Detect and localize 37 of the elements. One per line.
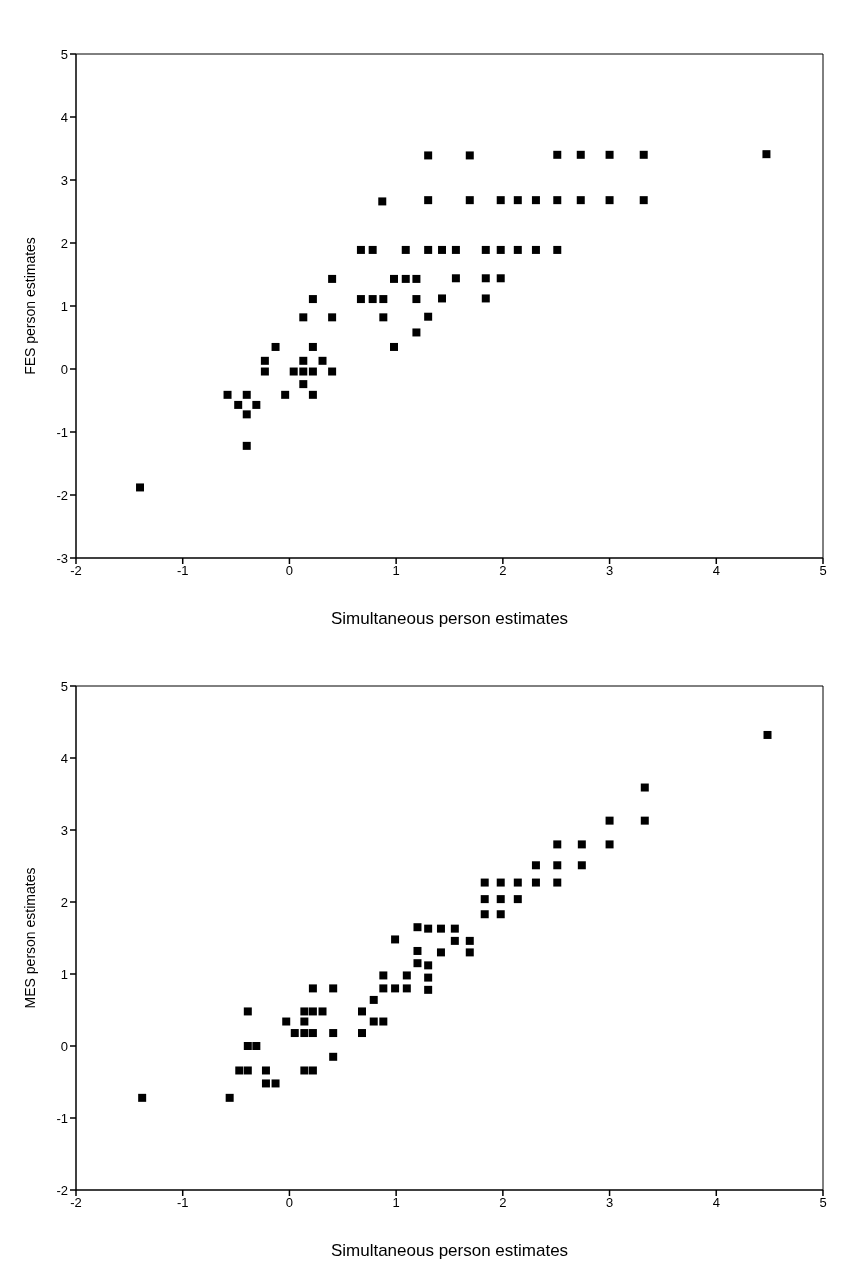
y-tick-label: -3 xyxy=(56,550,68,566)
y-tick-label: 1 xyxy=(60,966,68,982)
x-tick-label: 3 xyxy=(605,563,614,579)
y-tick-label: 2 xyxy=(60,235,68,251)
y-tick-label: 1 xyxy=(60,298,68,314)
y-tick-label: -2 xyxy=(56,1182,68,1198)
y-tick-label: 0 xyxy=(60,361,68,377)
y-tick-label: 4 xyxy=(60,750,68,766)
y-tick-label: 3 xyxy=(60,172,68,188)
x-tick-label: -2 xyxy=(70,563,82,579)
y-tick-label: -1 xyxy=(56,424,68,440)
x-axis-title: Simultaneous person estimates xyxy=(330,1241,569,1260)
y-tick-label: 5 xyxy=(60,46,68,62)
y-tick-label: 0 xyxy=(60,1038,68,1054)
y-tick-label: 3 xyxy=(60,822,68,838)
x-tick-label: 5 xyxy=(819,1195,827,1211)
x-tick-label: 1 xyxy=(392,563,400,579)
y-tick-label: 5 xyxy=(60,678,68,694)
x-tick-label: -1 xyxy=(176,1195,189,1211)
x-tick-label: 2 xyxy=(499,1195,507,1211)
y-tick-label: 2 xyxy=(60,894,68,910)
x-tick-label: -2 xyxy=(70,1195,82,1211)
x-tick-label: 5 xyxy=(819,563,827,579)
y-axis-title: MES person estimates xyxy=(21,867,38,1009)
y-axis-title: FES person estimates xyxy=(21,237,38,375)
y-tick-label: -1 xyxy=(56,1110,68,1126)
x-tick-label: 1 xyxy=(392,1195,400,1211)
y-tick-label: 4 xyxy=(60,109,68,125)
x-tick-label: 2 xyxy=(499,563,507,579)
x-axis-title: Simultaneous person estimates xyxy=(330,609,569,628)
y-tick-label: -2 xyxy=(56,487,68,503)
x-tick-label: 4 xyxy=(712,1195,720,1211)
x-tick-label: -1 xyxy=(176,563,189,579)
x-tick-label: 4 xyxy=(712,563,720,579)
x-tick-label: 3 xyxy=(605,1195,614,1211)
x-tick-label: 0 xyxy=(285,1195,294,1211)
x-tick-label: 0 xyxy=(285,563,294,579)
